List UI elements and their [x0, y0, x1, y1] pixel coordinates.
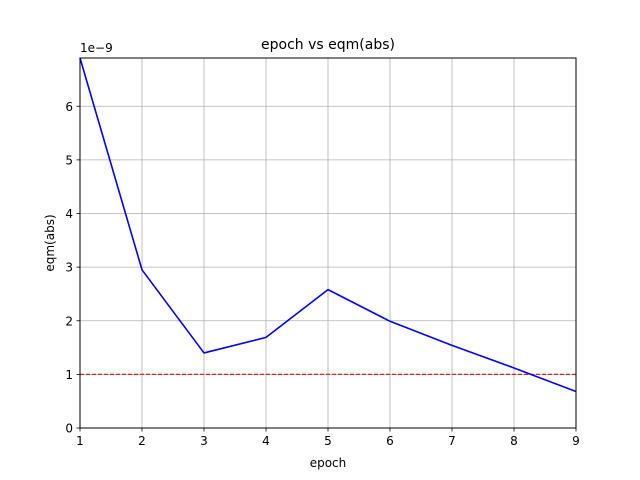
x-tick-label: 6: [386, 434, 394, 448]
x-tick-label: 2: [138, 434, 146, 448]
y-tick-label: 1: [65, 368, 73, 382]
y-tick-label: 2: [65, 314, 73, 328]
x-tick-label: 8: [510, 434, 518, 448]
x-tick-label: 4: [262, 434, 270, 448]
y-tick-label: 5: [65, 153, 73, 167]
x-tick-label: 7: [448, 434, 456, 448]
y-tick-label: 6: [65, 100, 73, 114]
grid: [79, 58, 577, 429]
y-tick-label: 3: [65, 261, 73, 275]
y-axis-offset-text: 1e−9: [80, 41, 113, 55]
chart-title: epoch vs eqm(abs): [261, 37, 395, 53]
y-tick-label: 4: [65, 207, 73, 221]
x-tick-label: 1: [76, 434, 84, 448]
y-axis-label: eqm(abs): [43, 214, 57, 271]
y-tick-label: 0: [65, 422, 73, 436]
x-tick-label: 3: [200, 434, 208, 448]
x-axis-label: epoch: [310, 456, 347, 470]
x-tick-label: 5: [324, 434, 332, 448]
x-tick-label: 9: [572, 434, 580, 448]
